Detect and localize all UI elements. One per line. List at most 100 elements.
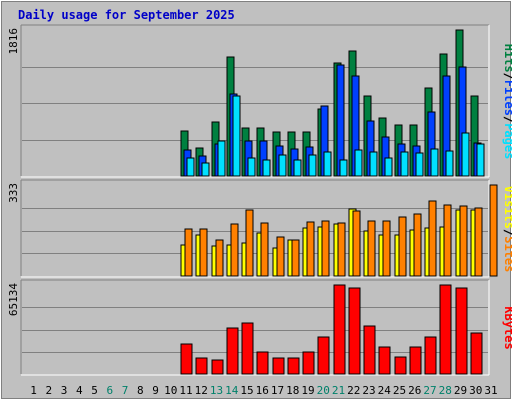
x-tick-label-day-4: 4: [76, 384, 83, 397]
x-tick-label-day-3: 3: [61, 384, 68, 397]
legend-entry: KBytes: [502, 306, 512, 349]
legend-entry: Hits: [502, 44, 512, 73]
x-tick-label-day-7: 7: [122, 384, 129, 397]
bar-sites-day-17: [276, 236, 285, 277]
bar-pages-day-17: [278, 154, 287, 177]
bar-sites-day-28: [443, 204, 452, 277]
bar-sites-day-16: [260, 222, 269, 277]
bar-sites-day-26: [413, 213, 422, 277]
bar-sites-day-30: [474, 207, 483, 277]
bar-sites-day-27: [428, 200, 437, 277]
x-tick-label-day-14: 14: [225, 384, 239, 397]
bar-kbytes-day-12: [195, 357, 208, 375]
bar-pages-day-15: [247, 157, 256, 177]
bar-kbytes-day-18: [287, 357, 300, 375]
bar-kbytes-day-14: [226, 327, 239, 375]
bar-kbytes-day-25: [394, 356, 407, 375]
bar-sites-day-14: [230, 223, 239, 277]
bar-kbytes-day-30: [470, 332, 483, 375]
bar-pages-day-26: [415, 152, 424, 177]
x-tick-label-day-26: 26: [408, 384, 421, 397]
bar-sites-day-24: [382, 220, 391, 277]
bar-kbytes-day-23: [363, 325, 376, 375]
panel-kbytes: 65134 KBytes: [7, 279, 512, 376]
x-tick-label-day-12: 12: [195, 384, 208, 397]
bar-sites-day-29: [459, 205, 468, 277]
bar-pages-day-25: [400, 151, 409, 177]
bar-sites-day-21: [337, 222, 346, 277]
bar-kbytes-day-22: [348, 287, 361, 375]
bar-kbytes-day-26: [409, 346, 422, 375]
bar-pages-day-16: [262, 159, 271, 177]
x-tick-label-day-2: 2: [45, 384, 52, 397]
bar-pages-day-19: [308, 154, 317, 177]
bar-kbytes-day-11: [180, 343, 193, 375]
bar-kbytes-day-19: [302, 351, 315, 375]
legend-entry: Files: [502, 80, 512, 116]
bar-pages-day-29: [461, 132, 470, 177]
legend-entry: Pages: [502, 123, 512, 159]
x-tick-label-day-10: 10: [164, 384, 177, 397]
bar-kbytes-day-21: [333, 284, 346, 375]
x-tick-label-day-17: 17: [271, 384, 284, 397]
x-tick-label-day-24: 24: [378, 384, 392, 397]
bar-kbytes-day-16: [256, 351, 269, 375]
bar-sites-day-18: [291, 239, 300, 277]
bar-sites-day-20: [321, 220, 330, 277]
legend-visits-sites: Visits/Sites: [502, 186, 512, 273]
bar-pages-day-21: [339, 159, 348, 177]
x-tick-label-day-19: 19: [301, 384, 314, 397]
bar-sites-day-13: [215, 239, 224, 277]
x-tick-label-day-27: 27: [423, 384, 436, 397]
legend-entry: Sites: [502, 236, 512, 272]
x-tick-label-day-5: 5: [91, 384, 98, 397]
x-tick-label-day-23: 23: [362, 384, 375, 397]
x-tick-label-day-9: 9: [152, 384, 159, 397]
bar-pages-day-11: [186, 157, 195, 177]
x-tick-label-day-20: 20: [317, 384, 330, 397]
bar-sites-day-22: [352, 210, 361, 277]
bar-files-day-21: [336, 64, 345, 177]
bar-pages-day-28: [445, 150, 454, 177]
bar-kbytes-day-20: [317, 336, 330, 375]
panel-visits-sites: 333 Visits/Sites: [7, 179, 512, 278]
x-tick-label-day-18: 18: [286, 384, 299, 397]
x-tick-label-day-30: 30: [469, 384, 482, 397]
bar-pages-day-20: [323, 151, 332, 177]
bar-sites-day-11: [184, 228, 193, 277]
bar-kbytes-day-13: [211, 359, 224, 375]
bar-sites-day-15: [245, 209, 254, 277]
y-axis-max-label: 65134: [7, 283, 20, 316]
bar-kbytes-day-17: [272, 357, 285, 375]
x-tick-label-day-28: 28: [439, 384, 452, 397]
legend-entry: /: [502, 73, 512, 80]
bar-pages-day-27: [430, 148, 439, 177]
legend-kbytes: KBytes: [502, 306, 512, 349]
legend-entry: /: [502, 116, 512, 123]
bar-sites-day-23: [367, 220, 376, 277]
x-tick-label-day-29: 29: [454, 384, 467, 397]
x-tick-label-day-8: 8: [137, 384, 144, 397]
legend-entry: /: [502, 229, 512, 236]
bar-kbytes-day-24: [378, 346, 391, 375]
bar-kbytes-day-27: [424, 336, 437, 375]
x-tick-label-day-16: 16: [256, 384, 269, 397]
chart-title: Daily usage for September 2025: [18, 8, 235, 22]
x-tick-label-day-25: 25: [393, 384, 406, 397]
x-tick-label-day-13: 13: [210, 384, 223, 397]
bar-kbytes-day-29: [455, 287, 468, 375]
bar-sites-day-19: [306, 221, 315, 277]
x-tick-label-day-11: 11: [179, 384, 192, 397]
x-tick-label-day-15: 15: [240, 384, 253, 397]
bar-pages-day-12: [201, 162, 210, 177]
bar-pages-day-13: [217, 140, 226, 177]
bar-sites-day-12: [199, 228, 208, 277]
x-tick-label-day-6: 6: [106, 384, 113, 397]
x-tick-label-day-1: 1: [30, 384, 37, 397]
bar-kbytes-day-15: [241, 322, 254, 375]
bar-sites-day-25: [398, 216, 407, 277]
